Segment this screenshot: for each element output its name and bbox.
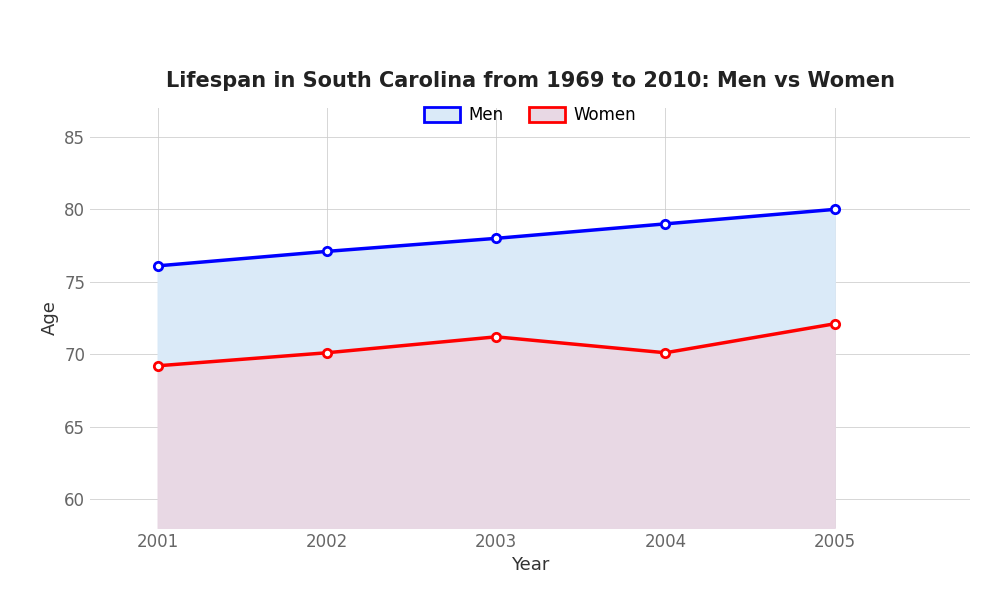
Legend: Men, Women: Men, Women — [417, 100, 643, 131]
X-axis label: Year: Year — [511, 556, 549, 574]
Title: Lifespan in South Carolina from 1969 to 2010: Men vs Women: Lifespan in South Carolina from 1969 to … — [166, 71, 895, 91]
Y-axis label: Age: Age — [41, 301, 59, 335]
